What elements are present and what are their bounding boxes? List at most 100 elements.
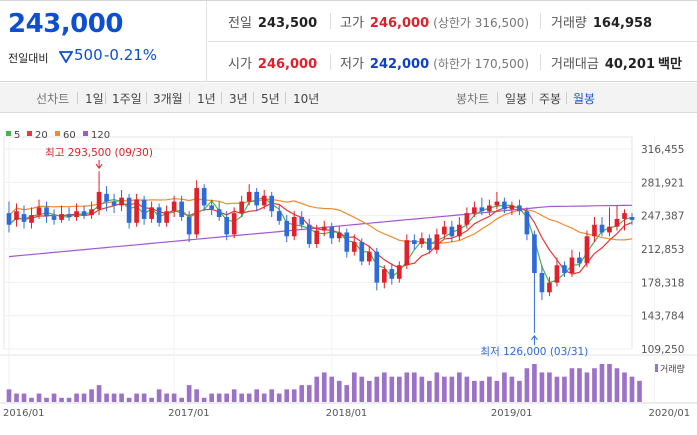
volume-bar — [6, 389, 12, 402]
volume-bar — [539, 372, 545, 402]
candle-body — [201, 188, 207, 206]
candle-body — [487, 205, 492, 212]
volume-bar — [607, 364, 612, 402]
candle-body — [547, 282, 552, 293]
candle-body — [14, 211, 19, 220]
low-label: 저가 — [340, 57, 364, 72]
legend-label: 60 — [63, 130, 76, 141]
volume-bar — [231, 389, 237, 402]
volume-bar — [577, 368, 582, 402]
candle-body — [89, 209, 94, 216]
volume-bar — [321, 372, 327, 402]
range-5y-button[interactable]: 5년 — [261, 92, 280, 106]
volume-bar — [119, 393, 124, 402]
divider — [77, 92, 78, 104]
candle-body — [299, 217, 305, 225]
volume-bar — [584, 372, 590, 402]
candle-body — [209, 205, 214, 210]
candle-body — [622, 213, 627, 219]
volume-bar — [547, 372, 552, 402]
range-1d-button[interactable]: 1일 — [85, 92, 104, 106]
candle-body — [246, 191, 252, 202]
candle-body — [261, 195, 267, 206]
volume-bar — [404, 372, 410, 402]
candle-body — [351, 242, 357, 252]
candle-body — [36, 207, 42, 216]
volume-bar — [209, 393, 214, 402]
candle-body — [81, 211, 87, 216]
low-value: 242,000 — [369, 57, 430, 72]
volume-bar — [261, 393, 267, 402]
candle-body — [532, 234, 537, 273]
candle-body — [449, 226, 455, 237]
prev-close-cell: 전일 243,500 — [228, 12, 317, 31]
candle-body — [592, 224, 597, 237]
volume-bar — [44, 397, 49, 402]
volume-bar — [74, 393, 79, 402]
divider — [540, 13, 541, 29]
amount-value: 40,201 — [604, 57, 656, 72]
candle-body — [577, 257, 582, 264]
range-1w-button[interactable]: 1주일 — [112, 92, 142, 106]
candle-body — [442, 226, 447, 235]
current-price: 243,000 — [8, 9, 123, 39]
volume-bar — [637, 380, 642, 402]
volume-bar — [554, 376, 560, 402]
volume-bar — [487, 376, 492, 402]
volume-bar — [442, 376, 447, 402]
volume-bar — [194, 389, 199, 402]
candle-body — [464, 213, 470, 225]
x-tick-label: 2019/01 — [491, 408, 533, 419]
candle-body — [164, 211, 169, 223]
candle-body — [562, 265, 567, 273]
volume-bar — [306, 385, 312, 402]
legend-label: 20 — [35, 130, 48, 141]
volume-legend-swatch — [655, 364, 658, 372]
period-daily-button[interactable]: 일봉 — [505, 92, 528, 106]
stock-chart: 316,455 281,921 247,387 212,853 178,318 143,7… — [0, 130, 697, 419]
candle-body — [186, 217, 192, 235]
divider — [189, 92, 190, 104]
divider — [566, 92, 567, 104]
prev-close-value: 243,500 — [257, 16, 318, 31]
volume-bar — [201, 397, 207, 402]
volume-bar — [374, 376, 380, 402]
range-10y-button[interactable]: 10년 — [293, 92, 320, 106]
candle-body — [366, 251, 372, 262]
range-3y-button[interactable]: 3년 — [229, 92, 248, 106]
candle-body — [336, 232, 342, 239]
high-label: 고가 — [340, 16, 364, 31]
volume-bar — [351, 372, 357, 402]
divider — [105, 92, 106, 104]
volume-bar — [216, 393, 222, 402]
candle-body — [111, 201, 117, 206]
candle-body — [254, 191, 260, 206]
volume-bar — [89, 389, 94, 402]
candle-body — [59, 214, 64, 220]
range-1y-button[interactable]: 1년 — [197, 92, 216, 106]
high-value: 246,000 — [369, 16, 430, 31]
candle-body — [472, 207, 477, 214]
candle-body — [156, 207, 162, 223]
candle-body — [314, 230, 320, 245]
high-annotation-label: 최고 293,500 (09/30) — [45, 147, 153, 159]
volume-bar — [81, 393, 87, 402]
x-tick-label: 2016/01 — [3, 408, 45, 419]
volume-value: 164,958 — [592, 16, 653, 31]
period-weekly-button[interactable]: 주봉 — [539, 92, 562, 106]
candle-body — [29, 215, 34, 223]
volume-bar — [291, 389, 297, 402]
change-label: 전일대비 — [8, 52, 49, 65]
prev-close-label: 전일 — [228, 16, 252, 31]
candle-body — [104, 193, 109, 202]
volume-bar — [179, 397, 184, 402]
change-value: 500 — [74, 46, 103, 64]
volume-bar — [344, 385, 350, 402]
volume-bar — [239, 393, 245, 402]
range-3m-button[interactable]: 3개월 — [153, 92, 183, 106]
divider — [532, 92, 533, 104]
legend-swatch — [27, 131, 32, 136]
volume-bar — [622, 372, 627, 402]
period-monthly-button[interactable]: 월봉 — [573, 92, 596, 106]
volume-bar — [111, 393, 117, 402]
